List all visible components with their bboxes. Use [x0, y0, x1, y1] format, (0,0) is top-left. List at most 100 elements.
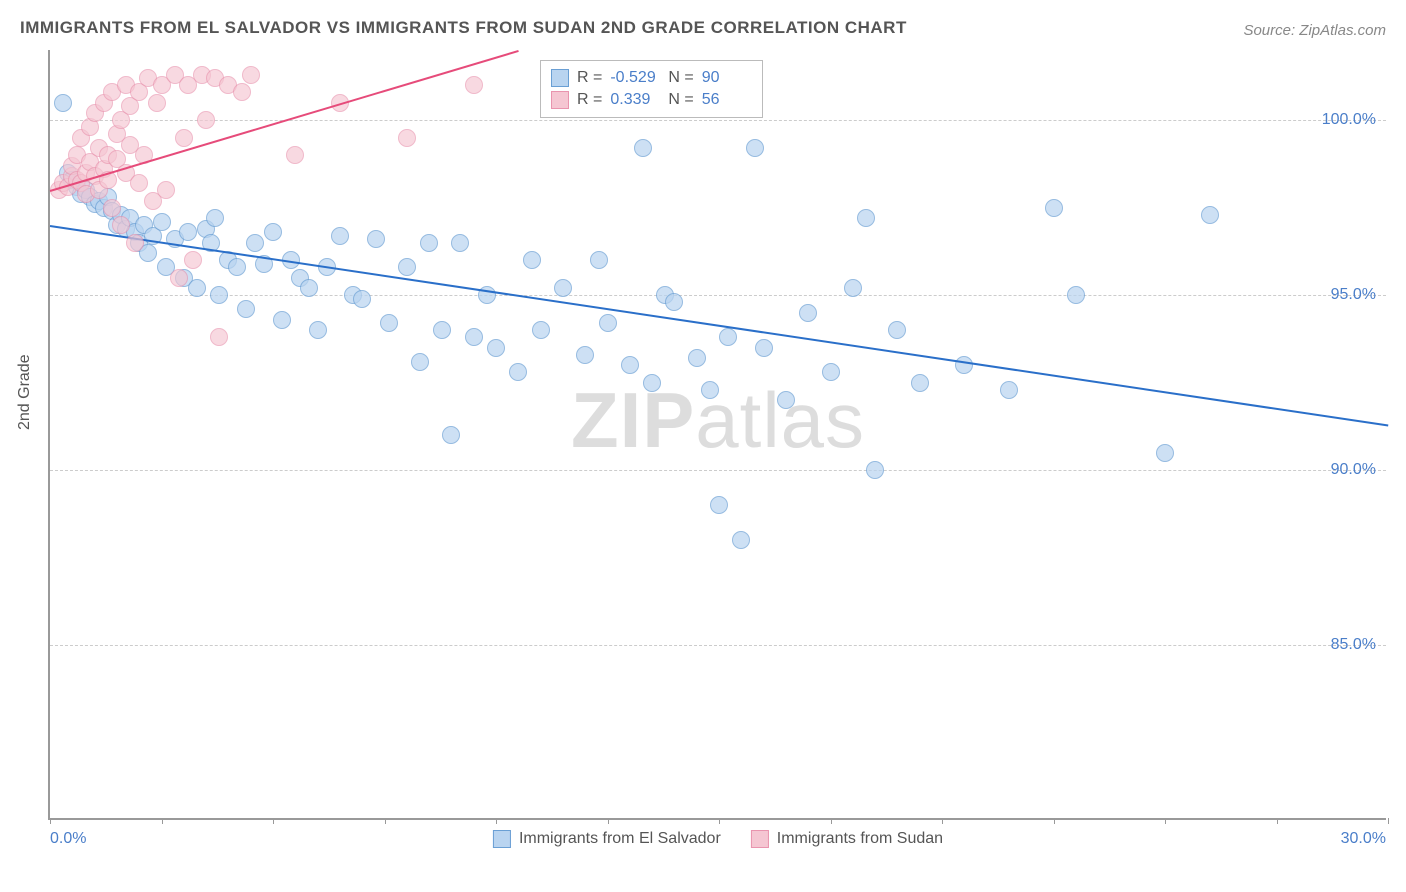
data-point-el_salvador: [54, 94, 72, 112]
data-point-el_salvador: [210, 286, 228, 304]
chart-title: IMMIGRANTS FROM EL SALVADOR VS IMMIGRANT…: [20, 18, 907, 38]
data-point-sudan: [112, 216, 130, 234]
data-point-el_salvador: [309, 321, 327, 339]
data-point-el_salvador: [1201, 206, 1219, 224]
data-point-el_salvador: [465, 328, 483, 346]
x-tick: [273, 818, 274, 824]
y-tick-label: 95.0%: [1331, 286, 1376, 304]
x-tick: [50, 818, 51, 824]
x-tick: [1165, 818, 1166, 824]
data-point-el_salvador: [799, 304, 817, 322]
stats-row-el-salvador: R = -0.529 N = 90: [551, 67, 752, 89]
swatch-sudan: [551, 91, 569, 109]
watermark-bold: ZIP: [571, 376, 695, 464]
data-point-el_salvador: [380, 314, 398, 332]
data-point-el_salvador: [331, 227, 349, 245]
bottom-legend: Immigrants from El Salvador Immigrants f…: [493, 830, 943, 848]
source-attribution: Source: ZipAtlas.com: [1243, 22, 1386, 39]
data-point-el_salvador: [246, 234, 264, 252]
data-point-el_salvador: [300, 279, 318, 297]
data-point-el_salvador: [237, 300, 255, 318]
swatch-sudan: [751, 830, 769, 848]
data-point-sudan: [242, 66, 260, 84]
data-point-el_salvador: [442, 426, 460, 444]
data-point-sudan: [398, 129, 416, 147]
y-tick-label: 100.0%: [1322, 111, 1376, 129]
data-point-el_salvador: [179, 223, 197, 241]
data-point-el_salvador: [206, 209, 224, 227]
data-point-sudan: [157, 181, 175, 199]
n-label: N =: [668, 91, 693, 109]
data-point-el_salvador: [353, 290, 371, 308]
data-point-el_salvador: [451, 234, 469, 252]
data-point-el_salvador: [755, 339, 773, 357]
data-point-el_salvador: [844, 279, 862, 297]
data-point-el_salvador: [643, 374, 661, 392]
gridline: [50, 120, 1386, 121]
y-axis-label: 2nd Grade: [16, 354, 34, 430]
data-point-el_salvador: [264, 223, 282, 241]
data-point-el_salvador: [188, 279, 206, 297]
legend-label-sudan: Immigrants from Sudan: [777, 830, 943, 848]
n-value-sudan: 56: [702, 91, 752, 109]
swatch-el-salvador: [493, 830, 511, 848]
data-point-sudan: [184, 251, 202, 269]
data-point-el_salvador: [433, 321, 451, 339]
data-point-el_salvador: [746, 139, 764, 157]
y-tick-label: 90.0%: [1331, 461, 1376, 479]
data-point-el_salvador: [1156, 444, 1174, 462]
n-value-el-salvador: 90: [702, 69, 752, 87]
data-point-sudan: [126, 234, 144, 252]
data-point-el_salvador: [621, 356, 639, 374]
data-point-el_salvador: [590, 251, 608, 269]
legend-item-el-salvador: Immigrants from El Salvador: [493, 830, 721, 848]
trend-line-el_salvador: [50, 225, 1388, 426]
legend-label-el-salvador: Immigrants from El Salvador: [519, 830, 721, 848]
data-point-sudan: [465, 76, 483, 94]
x-tick: [162, 818, 163, 824]
x-tick: [496, 818, 497, 824]
data-point-el_salvador: [420, 234, 438, 252]
watermark-light: atlas: [695, 376, 865, 464]
data-point-el_salvador: [857, 209, 875, 227]
data-point-el_salvador: [228, 258, 246, 276]
x-tick: [1277, 818, 1278, 824]
data-point-sudan: [130, 174, 148, 192]
data-point-sudan: [286, 146, 304, 164]
data-point-el_salvador: [732, 531, 750, 549]
data-point-el_salvador: [822, 363, 840, 381]
r-value-sudan: 0.339: [610, 91, 660, 109]
gridline: [50, 295, 1386, 296]
data-point-el_salvador: [1067, 286, 1085, 304]
n-label: N =: [668, 69, 693, 87]
r-label: R =: [577, 69, 602, 87]
plot-area: ZIPatlas R = -0.529 N = 90 R = 0.339 N =…: [48, 50, 1386, 820]
data-point-sudan: [210, 328, 228, 346]
x-tick: [719, 818, 720, 824]
x-axis-max-label: 30.0%: [1341, 830, 1386, 848]
y-tick-label: 85.0%: [1331, 636, 1376, 654]
r-label: R =: [577, 91, 602, 109]
data-point-el_salvador: [599, 314, 617, 332]
data-point-sudan: [103, 199, 121, 217]
data-point-el_salvador: [688, 349, 706, 367]
data-point-el_salvador: [411, 353, 429, 371]
x-tick: [385, 818, 386, 824]
data-point-el_salvador: [701, 381, 719, 399]
swatch-el-salvador: [551, 69, 569, 87]
data-point-el_salvador: [153, 213, 171, 231]
data-point-el_salvador: [523, 251, 541, 269]
data-point-sudan: [175, 129, 193, 147]
x-tick: [1388, 818, 1389, 824]
data-point-el_salvador: [532, 321, 550, 339]
x-tick: [942, 818, 943, 824]
data-point-el_salvador: [634, 139, 652, 157]
stats-legend-box: R = -0.529 N = 90 R = 0.339 N = 56: [540, 60, 763, 118]
data-point-el_salvador: [576, 346, 594, 364]
data-point-el_salvador: [487, 339, 505, 357]
data-point-el_salvador: [665, 293, 683, 311]
data-point-el_salvador: [955, 356, 973, 374]
stats-row-sudan: R = 0.339 N = 56: [551, 89, 752, 111]
gridline: [50, 645, 1386, 646]
data-point-el_salvador: [719, 328, 737, 346]
